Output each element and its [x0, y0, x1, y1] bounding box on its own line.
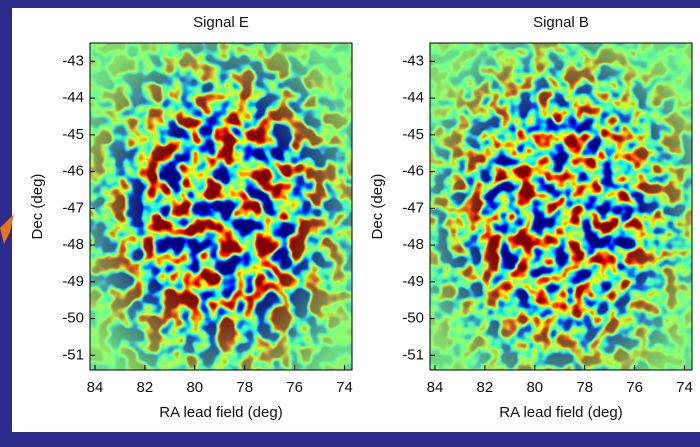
chart-title: Signal B — [533, 14, 589, 31]
y-tick-label: -51 — [62, 346, 84, 363]
y-tick-label: -48 — [62, 236, 84, 253]
y-tick-label: -45 — [62, 126, 84, 143]
y-tick-label: -49 — [62, 273, 84, 290]
x-tick-label: 74 — [336, 379, 353, 396]
pointer-arrow — [0, 214, 14, 244]
y-tick-label: -51 — [402, 346, 424, 363]
x-tick-label: 76 — [626, 379, 643, 396]
y-axis-label: Dec (deg) — [369, 174, 386, 240]
y-tick-label: -44 — [62, 89, 84, 106]
plot-frame — [89, 42, 353, 371]
heatmap-field — [90, 43, 352, 370]
y-tick-label: -46 — [62, 163, 84, 180]
y-tick-label: -49 — [402, 273, 424, 290]
x-tick-label: 80 — [526, 379, 543, 396]
y-tick-label: -46 — [402, 163, 424, 180]
x-axis-label: RA lead field (deg) — [499, 404, 622, 421]
x-tick-label: 84 — [427, 379, 444, 396]
x-axis-label: RA lead field (deg) — [159, 404, 282, 421]
x-tick-label: 84 — [87, 379, 104, 396]
x-tick-label: 80 — [186, 379, 203, 396]
x-tick-label: 82 — [477, 379, 494, 396]
x-tick-label: 82 — [137, 379, 154, 396]
y-tick-label: -47 — [62, 199, 84, 216]
x-tick-label: 78 — [576, 379, 593, 396]
y-tick-label: -44 — [402, 89, 424, 106]
y-axis-label: Dec (deg) — [29, 174, 46, 240]
x-tick-label: 74 — [676, 379, 693, 396]
y-tick-label: -47 — [402, 199, 424, 216]
y-tick-label: -45 — [402, 126, 424, 143]
y-tick-label: -48 — [402, 236, 424, 253]
y-tick-label: -50 — [62, 310, 84, 327]
x-tick-label: 76 — [286, 379, 303, 396]
plot-frame — [429, 42, 693, 371]
y-tick-label: -43 — [402, 52, 424, 69]
y-tick-label: -43 — [62, 52, 84, 69]
x-tick-label: 78 — [236, 379, 253, 396]
heatmap-field — [430, 43, 692, 370]
y-tick-label: -50 — [402, 310, 424, 327]
chart-title: Signal E — [193, 14, 249, 31]
